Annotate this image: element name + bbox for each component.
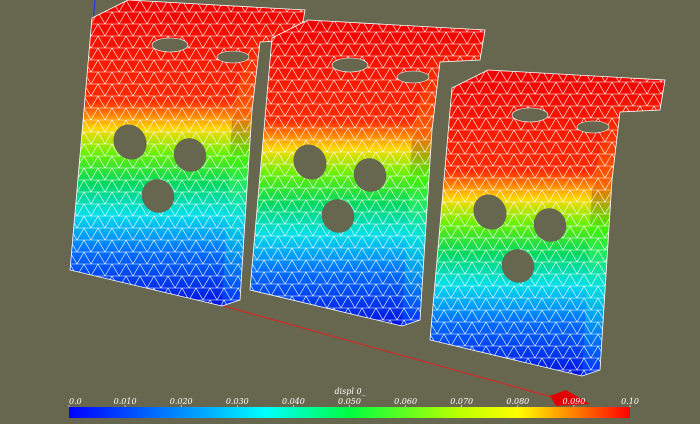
tick-label: 0.10 — [621, 397, 639, 406]
axis-arrow — [550, 390, 590, 406]
tick-label: 0.010 — [114, 397, 137, 406]
x-axis — [219, 304, 571, 403]
tick-label: 0.080 — [506, 397, 529, 406]
colorbar: displ 0_ 0.0 0.010 0.020 0.030 0.040 0.050 0.0… — [68, 387, 639, 418]
tick-label: 0.0 — [69, 397, 82, 406]
tick-label: 0.050 — [338, 397, 361, 406]
tick-label: 0.090 — [562, 397, 585, 406]
tick-label: 0.040 — [282, 397, 305, 406]
tick-label: 0.060 — [394, 397, 417, 406]
mesh-block — [429, 69, 666, 377]
colorbar-ramp — [69, 407, 630, 418]
tick-label: 0.020 — [170, 397, 193, 406]
tick-label: 0.030 — [226, 397, 249, 406]
colorbar-title: displ 0_ — [334, 387, 365, 396]
tick-label: 0.070 — [450, 397, 473, 406]
